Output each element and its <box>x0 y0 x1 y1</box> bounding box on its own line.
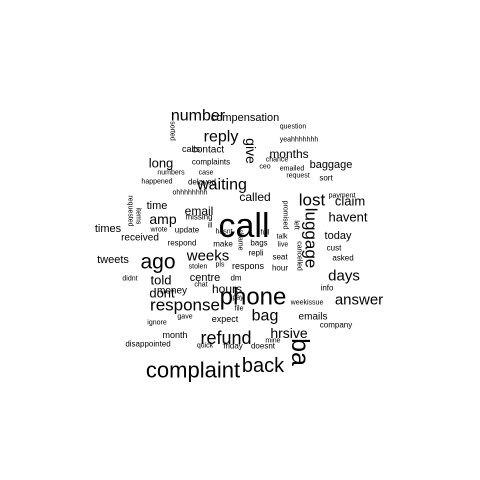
word: month <box>162 330 187 340</box>
word: hasnt <box>215 229 232 236</box>
word: compensation <box>211 112 280 124</box>
word: left <box>293 220 300 229</box>
word: cust <box>327 244 342 253</box>
word: stolen <box>189 264 208 271</box>
word: days <box>328 268 360 285</box>
word: shame <box>237 229 244 250</box>
word: quick <box>197 343 214 350</box>
word: hour <box>272 264 288 273</box>
word: chat <box>194 282 207 289</box>
word: email <box>185 204 214 218</box>
word: question <box>280 124 307 131</box>
word: give <box>243 138 259 164</box>
word: missing <box>185 213 212 222</box>
word: doesnt <box>251 342 276 351</box>
word: respond <box>168 239 197 248</box>
word: hrsive <box>270 325 308 341</box>
word: dm <box>230 274 241 283</box>
word: luggage <box>302 208 321 269</box>
word: months <box>269 147 308 161</box>
word: update <box>175 226 200 235</box>
word: received <box>121 233 159 244</box>
word: hours <box>212 282 242 296</box>
word: emailed <box>280 166 305 173</box>
word: ill <box>208 223 213 230</box>
word: asked <box>332 254 353 263</box>
word: items <box>135 208 142 225</box>
word: centre <box>190 272 221 284</box>
word: baggage <box>310 159 353 171</box>
word: sorted <box>169 121 176 141</box>
word: time <box>147 200 168 212</box>
word: case <box>199 170 214 177</box>
word: numbers <box>157 170 185 177</box>
word: long <box>149 156 174 171</box>
word: yeahhhhhhh <box>280 137 319 144</box>
word: ago <box>140 251 175 274</box>
word: full <box>261 230 270 237</box>
word: file <box>235 306 244 313</box>
word: reply <box>204 129 239 146</box>
word: call <box>218 207 269 245</box>
word: ceo <box>259 164 270 171</box>
word: mine <box>265 338 280 345</box>
word: refund <box>200 328 251 348</box>
word: seat <box>272 253 288 262</box>
word: requested <box>127 195 134 226</box>
word: live <box>278 242 289 249</box>
word: back <box>242 355 285 377</box>
word: contact <box>192 145 224 156</box>
word: ba <box>286 338 314 366</box>
word: talk <box>277 234 288 241</box>
word: tweets <box>97 254 129 266</box>
word: weeks <box>186 248 230 265</box>
word: havent <box>328 210 367 225</box>
word: told <box>151 273 172 288</box>
word: info <box>321 284 334 293</box>
word: complaints <box>192 158 230 167</box>
word: emails <box>299 312 328 323</box>
word: wrote <box>149 227 167 234</box>
word: didnt <box>122 276 137 283</box>
word: calls <box>182 144 201 154</box>
word: today <box>325 230 352 242</box>
word: pls <box>216 262 225 269</box>
word: sort <box>319 174 333 183</box>
word: number <box>171 108 226 125</box>
word: called <box>239 190 270 204</box>
word: chance <box>266 157 289 164</box>
word: response <box>150 296 220 315</box>
word: weekissue <box>290 300 324 307</box>
word: bags <box>250 239 267 248</box>
word: delayed <box>188 178 216 187</box>
word: repli <box>248 249 263 258</box>
word: request <box>286 173 309 180</box>
word: phone <box>220 284 287 311</box>
word: lost <box>299 191 326 210</box>
word: payment <box>329 193 356 200</box>
word: friday <box>223 342 243 351</box>
word: pay <box>232 295 244 302</box>
word: happened <box>141 179 172 186</box>
word: expect <box>212 314 239 324</box>
word: claim <box>335 194 365 209</box>
word: cancelled <box>296 241 303 271</box>
word: gave <box>177 314 192 321</box>
word: dont <box>149 286 175 301</box>
word: ignore <box>147 320 167 327</box>
word: times <box>95 223 122 235</box>
word: amp <box>149 211 176 227</box>
word: disappointed <box>125 340 170 349</box>
word: waiting <box>196 177 247 194</box>
word: ohhhhhhhh <box>172 190 207 197</box>
word: promised <box>282 201 289 230</box>
word: respons <box>232 261 265 271</box>
word: money <box>157 286 187 297</box>
word: answer <box>335 292 383 309</box>
word: bag <box>252 308 279 325</box>
word: complaint <box>146 358 240 383</box>
word: company <box>320 321 352 330</box>
word: make <box>213 240 233 249</box>
